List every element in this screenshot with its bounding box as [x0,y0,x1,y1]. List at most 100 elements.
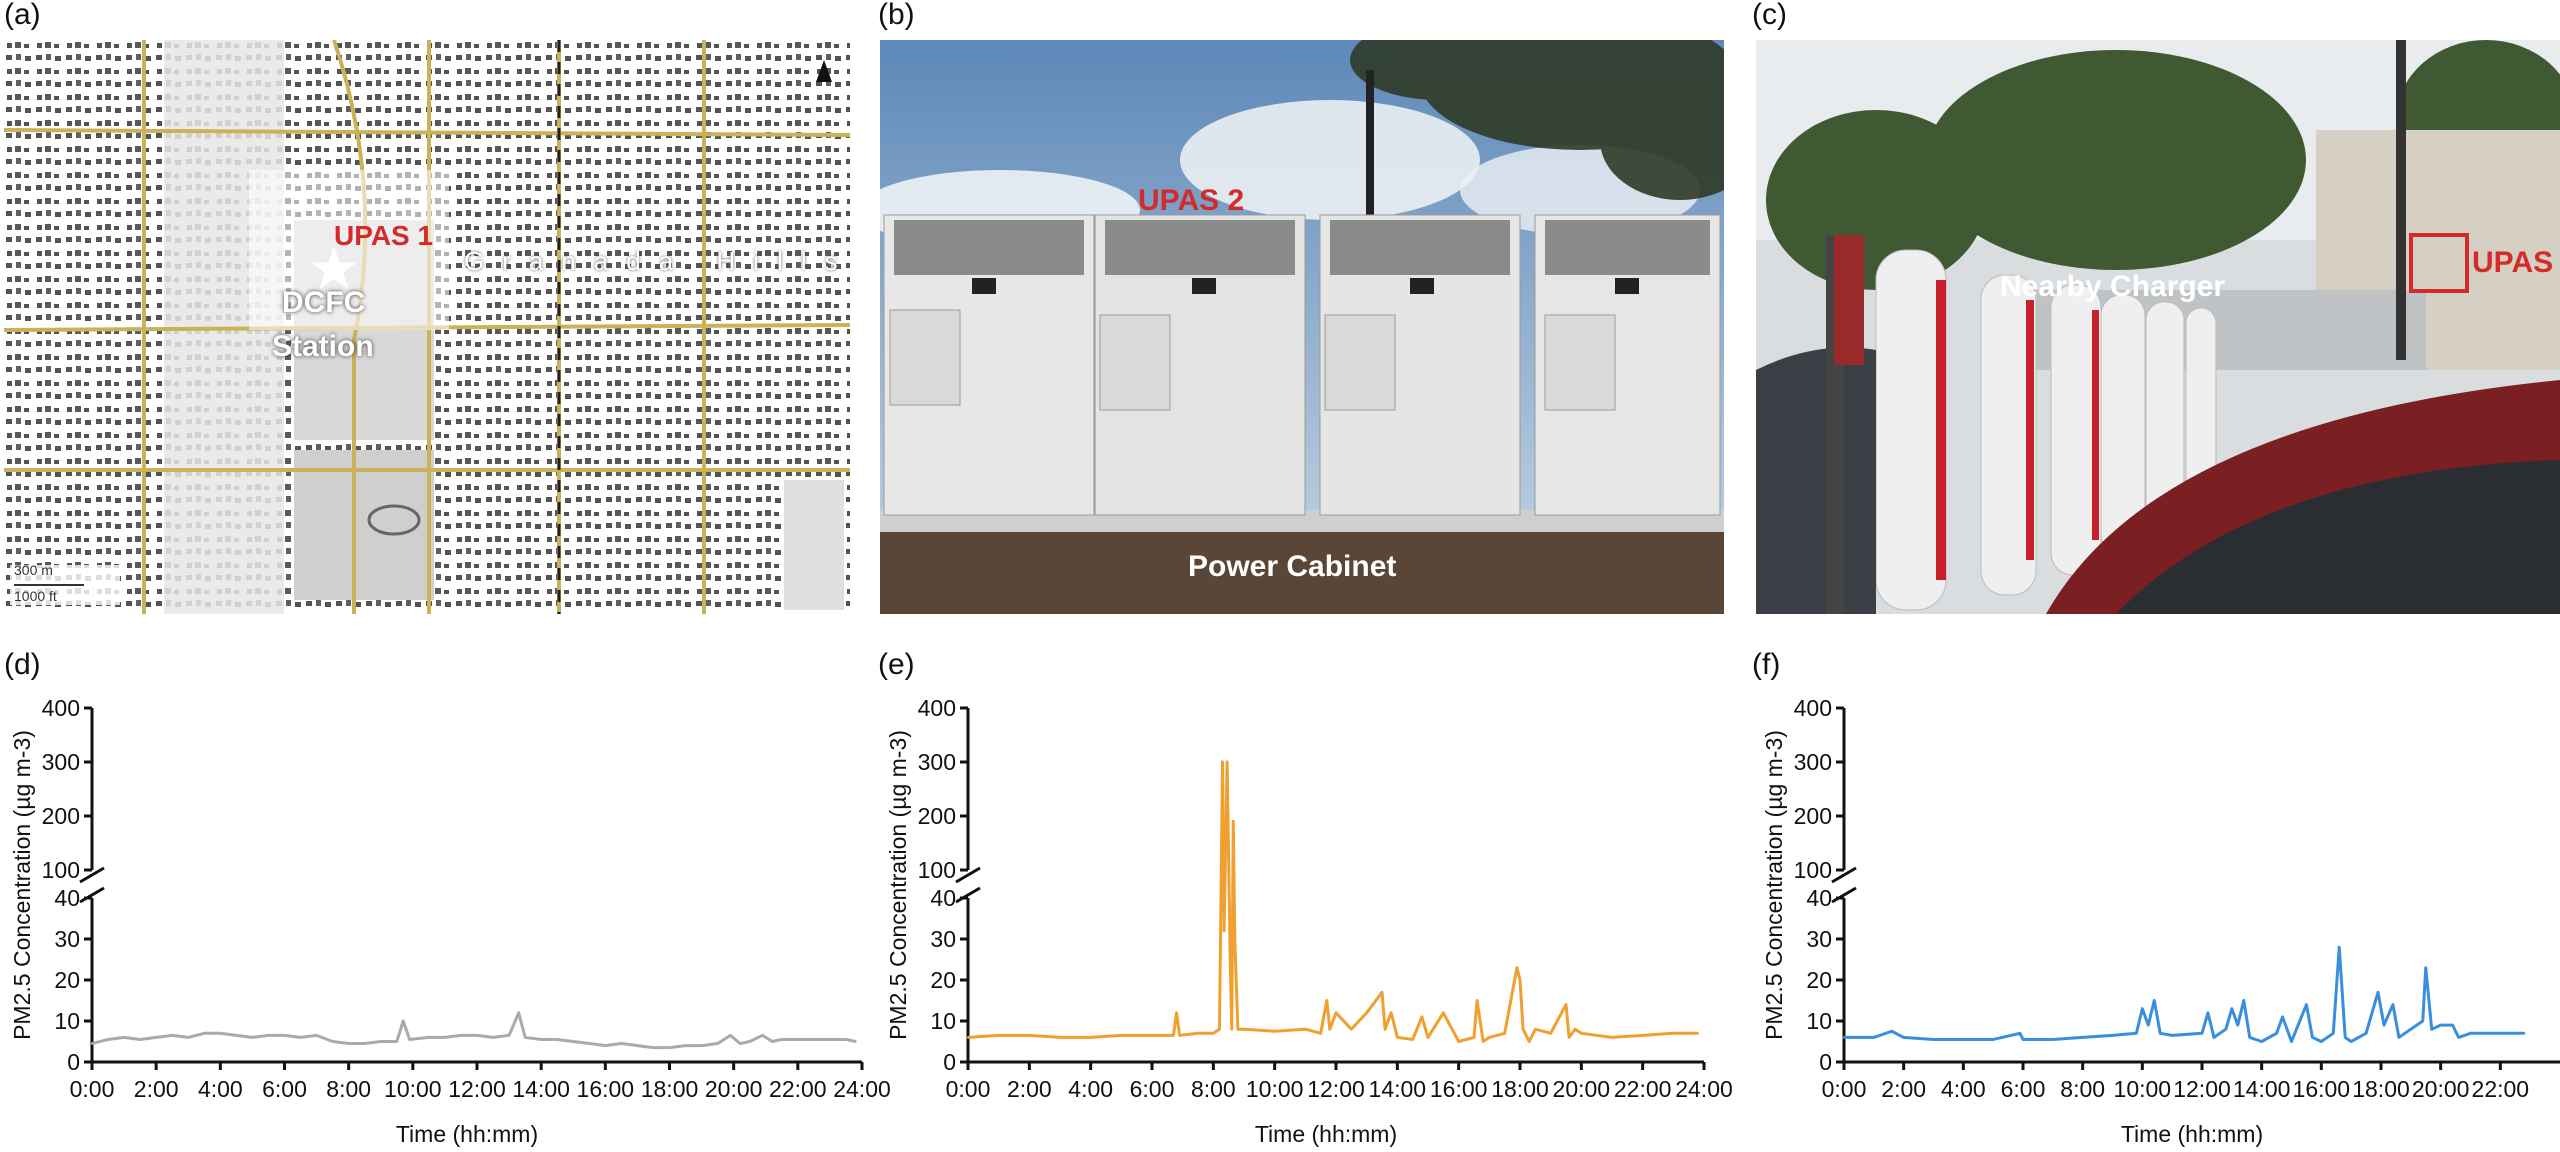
y-tick-label: 100 [1794,857,1832,883]
series-point [2159,1032,2162,1035]
series-point [729,1034,732,1037]
series-point [1503,1032,1506,1035]
series-point [331,1040,334,1043]
series-point [1120,1034,1123,1037]
x-tick-label: 2:00 [1881,1076,1926,1102]
series-point [395,1040,398,1043]
series-point [507,1034,511,1037]
x-tick-label: 0:00 [1822,1076,1867,1102]
series-point [1328,1028,1332,1031]
series-point [2349,1040,2353,1043]
series-point [2409,1028,2413,1031]
series-point [2135,1032,2138,1035]
cabinet-units [883,214,1721,516]
series-point [2421,1019,2424,1023]
series-point [2141,1007,2144,1010]
x-tick-label: 14:00 [1369,1076,1427,1102]
y-tick-label: 300 [918,749,956,775]
series-point [1567,1036,1571,1039]
series-point [2311,1036,2314,1039]
x-tick-label: 2:00 [1007,1076,1052,1102]
series-point [1672,1032,1675,1035]
series-point [844,1038,848,1041]
series-point [1218,1028,1221,1031]
series-point [402,1019,405,1023]
y-tick-label: 400 [918,695,956,721]
panel-label-b: (b) [878,0,915,31]
series-point [604,1044,607,1047]
series-point [2018,1032,2022,1035]
y-tick-label: 300 [42,749,80,775]
x-tick-label: 6:00 [1130,1076,1175,1102]
series-point [2499,1032,2502,1035]
series-point [106,1038,110,1041]
series-point [1515,966,1519,969]
series-point [443,1036,447,1039]
series-point [187,1036,190,1039]
series-point [2469,1032,2472,1035]
y-tick-label: 40 [54,885,80,911]
series-point [2281,1015,2284,1019]
series-point [1580,1032,1583,1035]
series-point [1319,1032,1322,1035]
x-tick-label: 10:00 [1246,1076,1304,1102]
x-tick-label: 20:00 [1553,1076,1611,1102]
series-point [1089,1036,1092,1039]
series-point [299,1036,302,1039]
series-point [1442,1011,1445,1014]
series-point [1178,1034,1181,1037]
series-point [1574,1028,1577,1031]
series-point [2021,1038,2025,1041]
series-point [2111,1034,2114,1037]
series-point [1273,1030,1276,1033]
series-point [1350,1028,1353,1031]
series-point [1610,1036,1614,1039]
series-point [1518,978,1522,982]
series-point [652,1046,655,1049]
series-point [1232,820,1235,823]
x-tick-label: 6:00 [2001,1076,2046,1102]
series-line [967,760,1698,1043]
series-point [700,1044,703,1047]
x-axis-label: Time (hh:mm) [1255,1121,1397,1147]
x-tick-label: 24:00 [1675,1076,1733,1102]
series-point [1230,1028,1233,1031]
series-point [1411,1038,1414,1041]
map-image: UPAS 1 DCFC Station Granada Hills 300 m … [4,40,850,614]
street-map [4,40,850,614]
series-point [475,1034,479,1037]
series-point [1058,1036,1062,1039]
series-point [2338,946,2341,949]
series-point [2397,1036,2401,1039]
series-point [1236,1028,1240,1031]
series-point [1482,1040,1485,1043]
series-point [2224,1028,2228,1031]
x-tick-label: 22:00 [1614,1076,1672,1102]
series-point [2305,1003,2308,1006]
x-tick-label: 20:00 [2412,1076,2470,1102]
x-tick-label: 18:00 [641,1076,699,1102]
series-point [235,1034,238,1037]
series-point [1175,1011,1178,1014]
series-point [1150,1034,1154,1037]
series-point [2364,1032,2368,1035]
series-point [1426,1036,1430,1039]
y-tick-label: 10 [930,1008,956,1034]
x-tick-label: 2:00 [134,1076,179,1102]
series-point [1932,1038,1935,1041]
x-tick-label: 22:00 [769,1076,827,1102]
axis-break-mark [955,866,981,884]
y-tick-label: 40 [1806,885,1832,911]
power-cabinet-photo: UPAS 2 Power Cabinet [880,40,1724,614]
y-axis-label: PM2.5 Concentration (µg m-3) [9,730,35,1040]
series-point [1696,1032,1700,1035]
y-tick-label: 0 [943,1049,956,1075]
series-point [2200,1032,2204,1035]
axis-break-mark [1831,886,1857,904]
series-point [1872,1036,1876,1039]
series-point [997,1034,1000,1037]
axis-break-mark [79,886,105,904]
series-point [1325,999,1329,1002]
series-point [315,1034,318,1037]
